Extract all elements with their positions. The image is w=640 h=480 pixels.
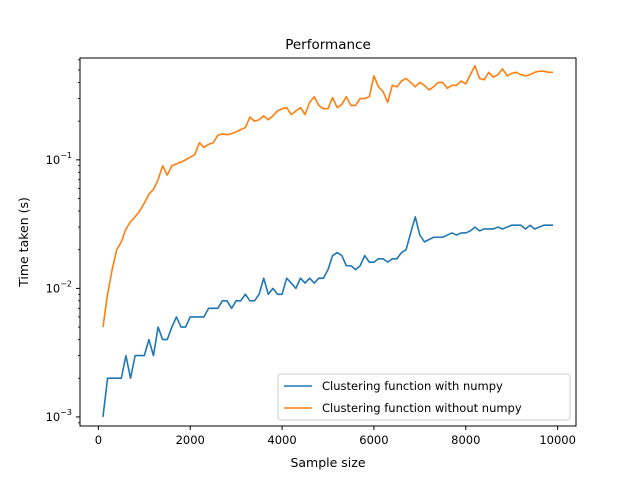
x-axis-ticks: 0 2000 4000 6000 8000 10000 <box>95 426 576 447</box>
x-axis-label: Sample size <box>290 455 365 470</box>
legend: Clustering function with numpy Clusterin… <box>277 373 571 421</box>
x-tick-label: 6000 <box>359 433 388 447</box>
series-line-with-numpy <box>102 216 554 418</box>
chart-title: Performance <box>285 37 371 53</box>
axes-frame <box>79 57 577 427</box>
legend-label-with-numpy: Clustering function with numpy <box>322 379 503 393</box>
plot-area <box>80 58 576 426</box>
legend-box <box>277 373 571 421</box>
y-tick-label: 10−3 <box>46 408 72 424</box>
legend-label-without-numpy: Clustering function without numpy <box>322 401 522 415</box>
y-tick-label: 10−2 <box>46 279 72 295</box>
y-axis-label: Time taken (s) <box>16 197 31 288</box>
y-axis-ticks: 10−3 10−2 10−1 <box>46 59 80 424</box>
x-tick-label: 0 <box>95 433 102 447</box>
series-line-without-numpy <box>102 64 554 328</box>
y-tick-label: 10−1 <box>46 151 72 167</box>
x-tick-label: 2000 <box>176 433 205 447</box>
x-tick-label: 8000 <box>451 433 480 447</box>
x-tick-label: 4000 <box>267 433 296 447</box>
x-tick-label: 10000 <box>539 433 576 447</box>
series-layer <box>102 64 554 418</box>
